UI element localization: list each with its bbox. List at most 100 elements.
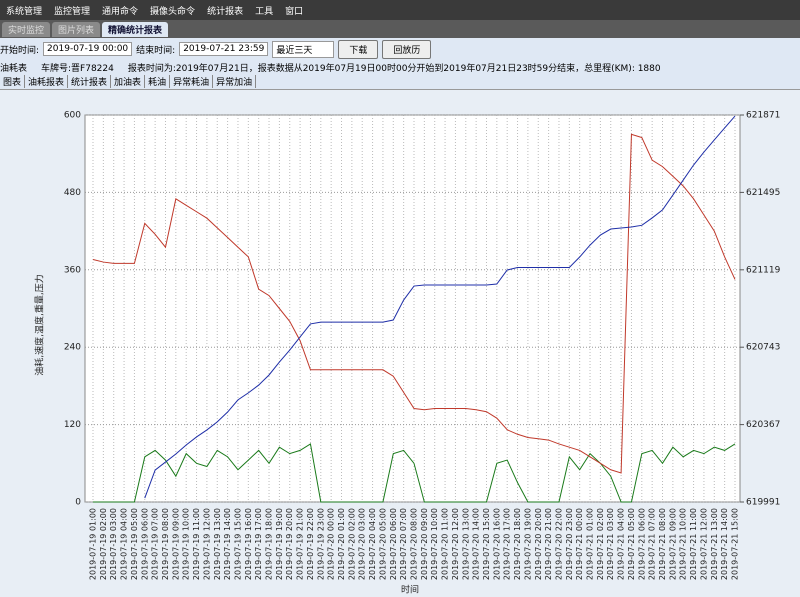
- y2-tick-label: 621871: [746, 111, 780, 121]
- x-tick-label: 2019-07-21 15:00: [731, 508, 740, 580]
- x-tick-label: 2019-07-20 09:00: [420, 508, 429, 580]
- x-tick-label: 2019-07-19 02:00: [99, 508, 108, 580]
- x-tick-label: 2019-07-20 23:00: [565, 508, 574, 580]
- x-tick-label: 2019-07-21 05:00: [627, 508, 636, 580]
- x-tick-label: 2019-07-20 12:00: [451, 508, 460, 580]
- subtab-bar: 图表 油耗报表 统计报表 加油表 耗油 异常耗油 异常加油: [0, 74, 800, 90]
- x-tick-label: 2019-07-21 06:00: [637, 508, 646, 580]
- tab[interactable]: 实时监控: [2, 21, 51, 37]
- x-tick-label: 2019-07-19 05:00: [130, 508, 139, 580]
- end-input[interactable]: 2019-07-21 23:59: [179, 42, 269, 56]
- x-tick-label: 2019-07-20 00:00: [327, 508, 336, 580]
- x-tick-label: 2019-07-20 11:00: [441, 508, 450, 580]
- x-tick-label: 2019-07-21 09:00: [668, 508, 677, 580]
- menu-item[interactable]: 工具: [255, 6, 274, 17]
- x-tick-label: 2019-07-20 18:00: [513, 508, 522, 580]
- subtab[interactable]: 耗油: [145, 75, 171, 88]
- menu-item[interactable]: 通用命令: [102, 6, 139, 17]
- download-button[interactable]: 下载: [338, 39, 379, 59]
- y-tick-label: 240: [64, 343, 81, 353]
- x-tick-label: 2019-07-19 15:00: [233, 508, 242, 580]
- x-tick-label: 2019-07-20 13:00: [461, 508, 470, 580]
- x-tick-label: 2019-07-19 14:00: [223, 508, 232, 580]
- x-tick-label: 2019-07-20 01:00: [337, 508, 346, 580]
- x-tick-label: 2019-07-20 05:00: [378, 508, 387, 580]
- x-tick-label: 2019-07-19 21:00: [296, 508, 305, 580]
- subtab[interactable]: 油耗报表: [25, 75, 69, 88]
- x-tick-label: 2019-07-20 07:00: [399, 508, 408, 580]
- plot-area: [84, 114, 741, 503]
- x-tick-label: 2019-07-21 11:00: [689, 508, 698, 580]
- x-tick-label: 2019-07-21 10:00: [679, 508, 688, 580]
- x-tick-label: 2019-07-21 13:00: [710, 508, 719, 580]
- subtab[interactable]: 异常耗油: [170, 75, 214, 88]
- menu-bar: 系统管理 监控管理 通用命令 摄像头命令 统计报表 工具 窗口: [0, 0, 800, 20]
- report: 报表时间为:2019年07月21日，报表数据从2019年07月19日00时00分…: [127, 63, 661, 74]
- x-tick-label: 2019-07-19 10:00: [182, 508, 191, 580]
- x-tick-label: 2019-07-20 16:00: [492, 508, 501, 580]
- x-tick-label: 2019-07-19 18:00: [265, 508, 274, 580]
- subtab[interactable]: 异常加油: [213, 75, 257, 88]
- x-tick-label: 2019-07-19 11:00: [192, 508, 201, 580]
- y-tick-label: 360: [64, 265, 81, 275]
- menu-item[interactable]: 窗口: [285, 6, 304, 17]
- y2-tick-label: 621119: [746, 265, 781, 275]
- x-tick-label: 2019-07-19 20:00: [285, 508, 294, 580]
- label: 开始时间:: [0, 45, 40, 56]
- x-axis-label: 时间: [401, 584, 419, 596]
- series-line: [92, 133, 736, 474]
- menu-item[interactable]: 系统管理: [6, 6, 43, 17]
- x-tick-label: 2019-07-21 07:00: [648, 508, 657, 580]
- menu-item[interactable]: 监控管理: [54, 6, 91, 17]
- x-tick-label: 2019-07-19 12:00: [202, 508, 211, 580]
- x-tick-label: 2019-07-20 02:00: [347, 508, 356, 580]
- x-tick-label: 2019-07-19 22:00: [306, 508, 315, 580]
- x-tick-label: 2019-07-21 08:00: [658, 508, 667, 580]
- x-tick-label: 2019-07-19 01:00: [89, 508, 98, 580]
- x-tick-label: 2019-07-20 06:00: [389, 508, 398, 580]
- x-tick-label: 2019-07-19 07:00: [151, 508, 160, 580]
- start-input[interactable]: 2019-07-19 00:00: [43, 42, 133, 56]
- x-tick-label: 2019-07-19 23:00: [316, 508, 325, 580]
- subtab[interactable]: 加油表: [111, 75, 146, 88]
- y2-tick-label: 620367: [746, 420, 780, 430]
- x-tick-label: 2019-07-19 19:00: [275, 508, 284, 580]
- x-tick-label: 2019-07-21 04:00: [617, 508, 626, 580]
- x-tick-label: 2019-07-21 14:00: [720, 508, 729, 580]
- y2-tick-label: 620743: [746, 343, 780, 353]
- y2-tick-label: 621495: [746, 188, 780, 198]
- x-tick-label: 2019-07-20 10:00: [430, 508, 439, 580]
- info-title: 油耗表: [0, 63, 28, 74]
- tab[interactable]: 图片列表: [52, 21, 101, 37]
- x-tick-label: 2019-07-21 02:00: [596, 508, 605, 580]
- x-tick-label: 2019-07-20 21:00: [544, 508, 553, 580]
- x-tick-label: 2019-07-21 12:00: [699, 508, 708, 580]
- x-tick-label: 2019-07-20 20:00: [534, 508, 543, 580]
- playback-button[interactable]: 回放历: [382, 39, 432, 59]
- x-tick-label: 2019-07-19 13:00: [213, 508, 222, 580]
- x-tick-label: 2019-07-21 01:00: [586, 508, 595, 580]
- subtab[interactable]: 统计报表: [68, 75, 112, 88]
- y-tick-label: 600: [64, 111, 81, 121]
- x-tick-label: 2019-07-19 08:00: [161, 508, 170, 580]
- subtab[interactable]: 图表: [0, 75, 26, 88]
- x-tick-label: 2019-07-19 17:00: [254, 508, 263, 580]
- x-tick-label: 2019-07-20 15:00: [482, 508, 491, 580]
- menu-item[interactable]: 摄像头命令: [150, 6, 196, 17]
- x-tick-label: 2019-07-20 14:00: [472, 508, 481, 580]
- y-tick-label: 120: [64, 420, 81, 430]
- range-select[interactable]: 最近三天: [272, 40, 335, 58]
- series-line: [93, 443, 736, 503]
- x-tick-label: 2019-07-20 19:00: [523, 508, 532, 580]
- tab[interactable]: 精确统计报表: [102, 21, 169, 37]
- x-tick-label: 2019-07-19 16:00: [244, 508, 253, 580]
- x-tick-label: 2019-07-21 03:00: [606, 508, 615, 580]
- menu-item[interactable]: 统计报表: [207, 6, 244, 17]
- x-tick-label: 2019-07-21 00:00: [575, 508, 584, 580]
- info-bar: 油耗表 车牌号:晋F78224 报表时间为:2019年07月21日，报表数据从2…: [0, 60, 800, 74]
- y2-tick-label: 619991: [746, 498, 780, 508]
- chart: 油耗,速度,温度,重量,压力 时间 2019-07-19 01:00 2019-0…: [34, 111, 781, 596]
- x-tick-label: 2019-07-19 06:00: [140, 508, 149, 580]
- x-tick-label: 2019-07-19 09:00: [171, 508, 180, 580]
